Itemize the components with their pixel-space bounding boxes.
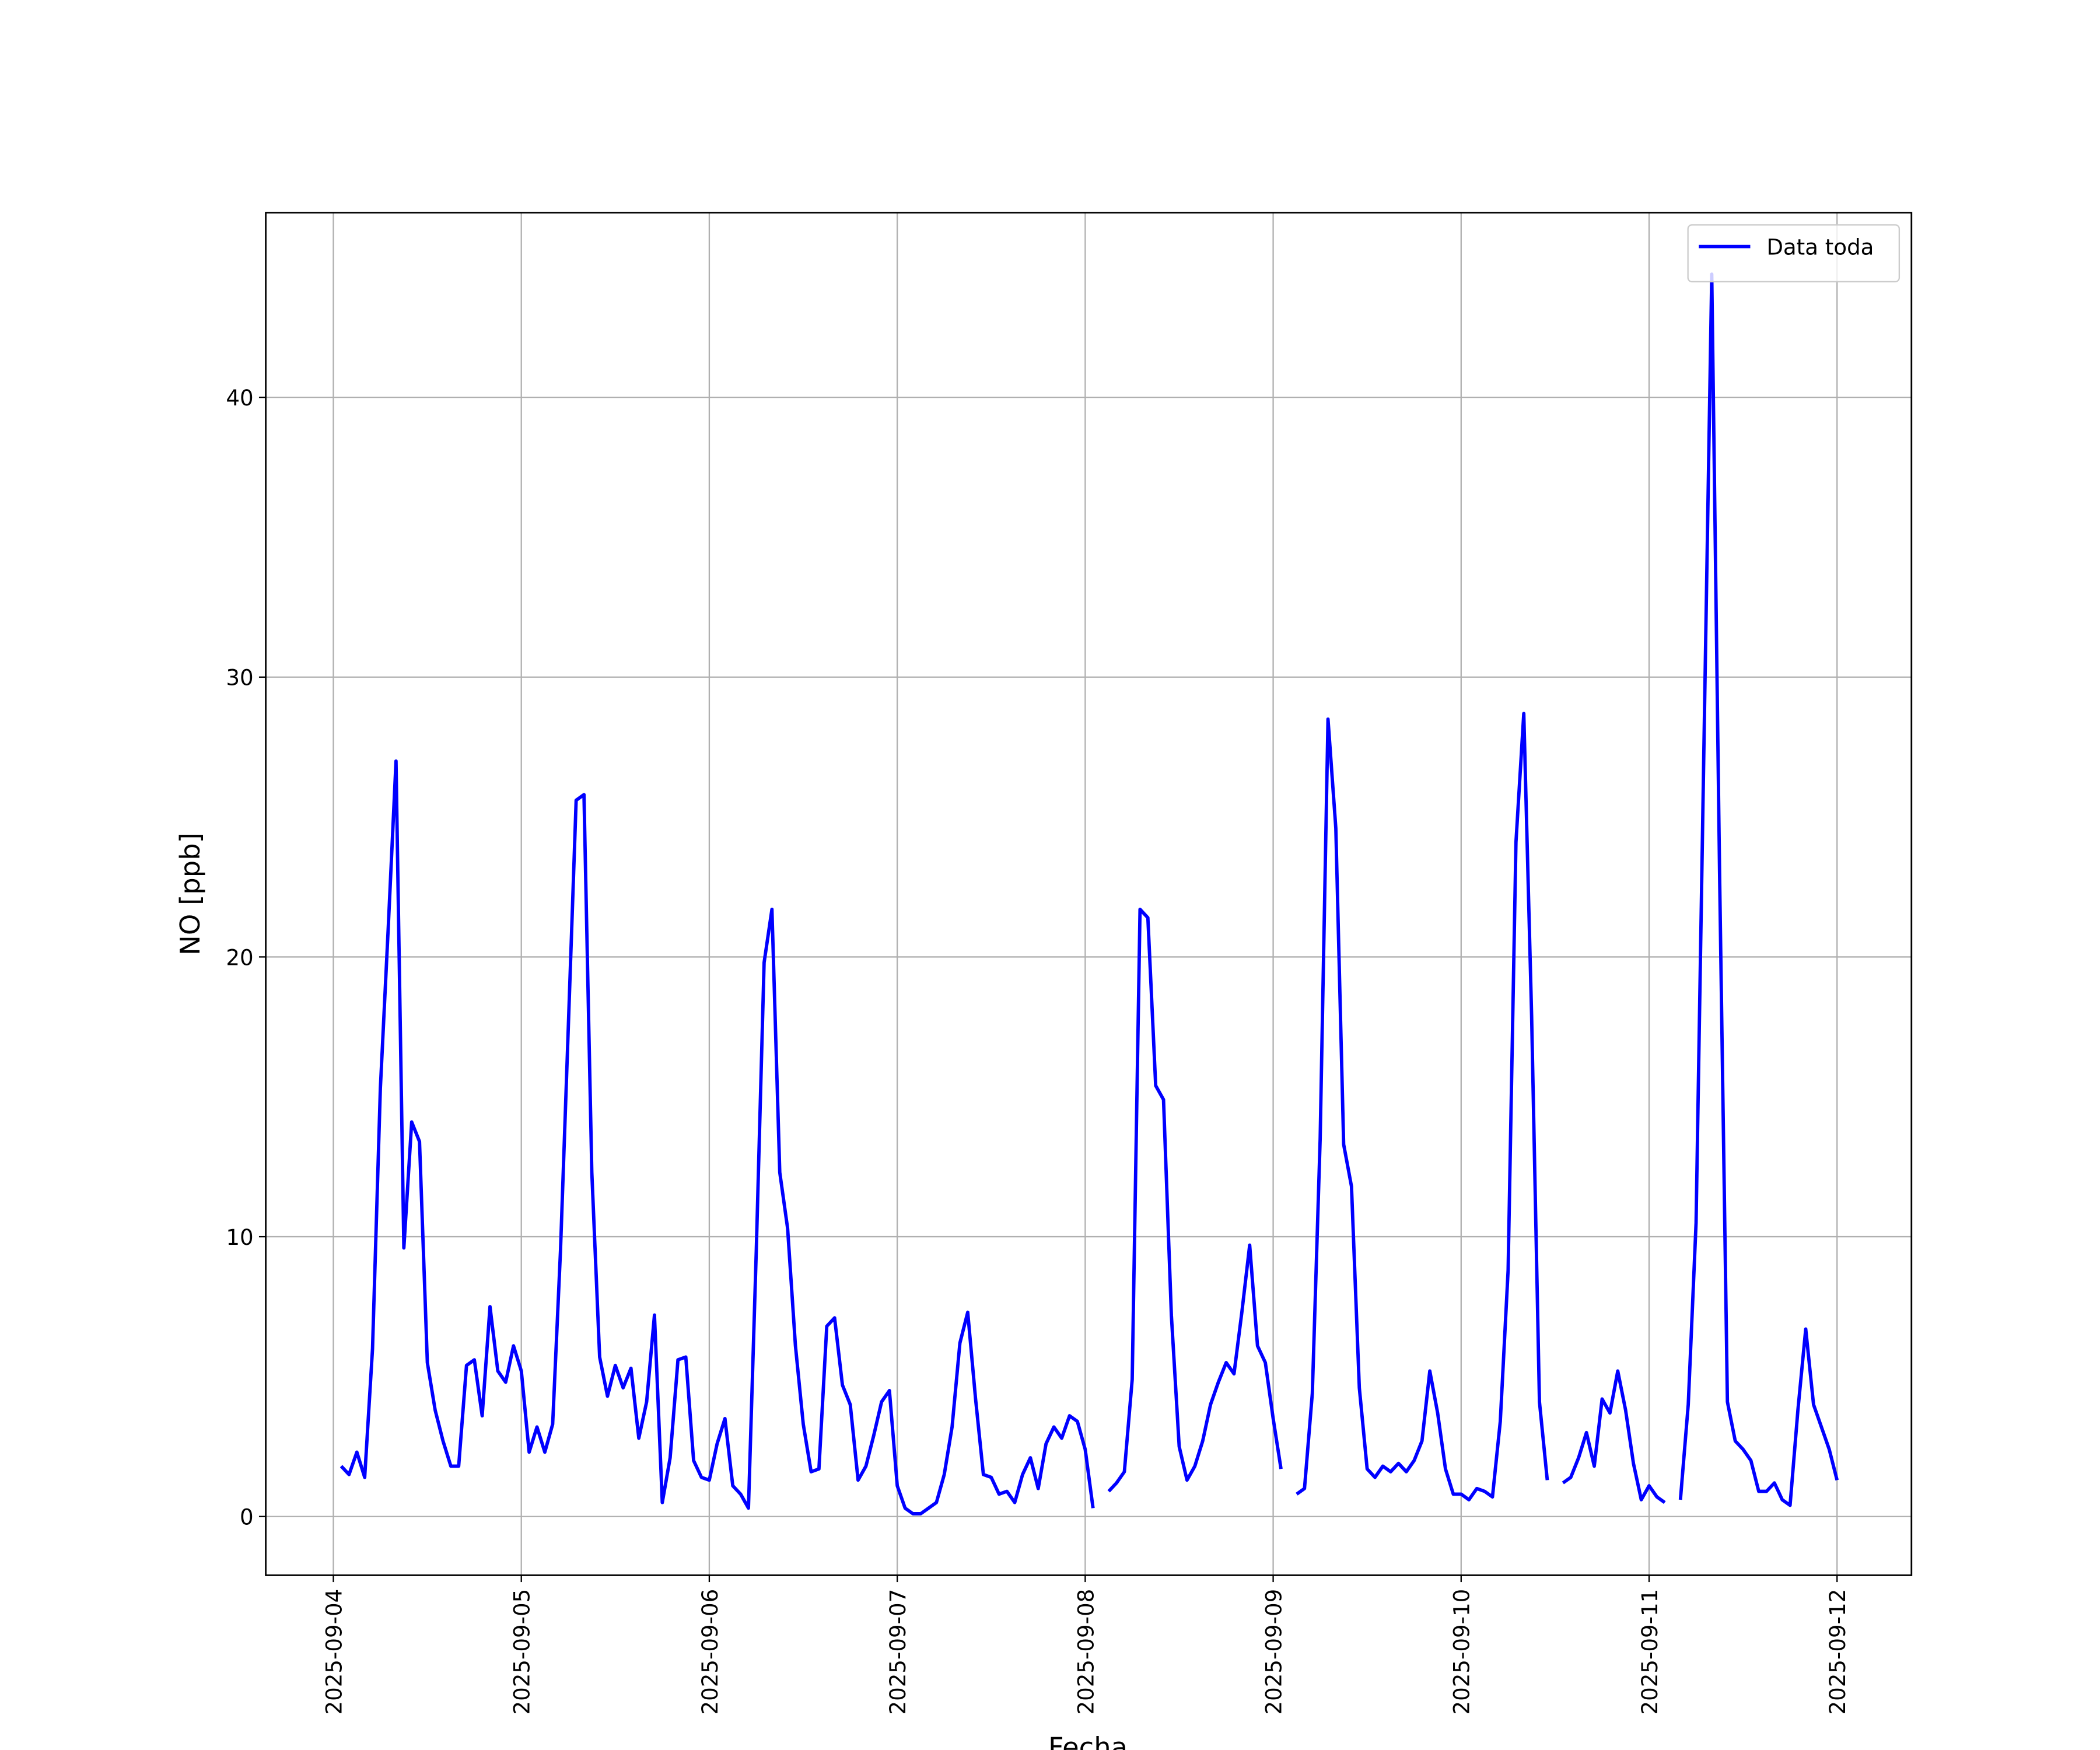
y-tick-label: 10 bbox=[226, 1225, 253, 1250]
x-tick-label: 2025-09-12 bbox=[1825, 1589, 1850, 1715]
x-axis-label: Fecha bbox=[1048, 1732, 1128, 1750]
y-tick-label: 20 bbox=[226, 945, 253, 970]
y-tick-label: 0 bbox=[240, 1505, 254, 1530]
x-tick-label: 2025-09-06 bbox=[698, 1589, 723, 1715]
legend-label: Data toda bbox=[1766, 235, 1874, 260]
x-tick-label: 2025-09-05 bbox=[510, 1589, 535, 1715]
x-tick-label: 2025-09-11 bbox=[1637, 1589, 1662, 1715]
legend: Data toda bbox=[1687, 224, 1901, 283]
x-tick-label: 2025-09-10 bbox=[1450, 1589, 1475, 1715]
y-tick-label: 30 bbox=[226, 666, 253, 691]
y-tick-label: 40 bbox=[226, 386, 253, 411]
y-axis-label: NO [ppb] bbox=[174, 832, 206, 956]
x-tick-label: 2025-09-08 bbox=[1073, 1589, 1098, 1715]
data-line bbox=[340, 272, 1839, 1516]
x-tick-label: 2025-09-07 bbox=[886, 1589, 911, 1715]
plot-frame bbox=[265, 212, 1913, 1576]
x-tick-label: 2025-09-09 bbox=[1262, 1589, 1287, 1715]
legend-box bbox=[1687, 224, 1901, 283]
x-tick-label: 2025-09-04 bbox=[321, 1589, 346, 1715]
